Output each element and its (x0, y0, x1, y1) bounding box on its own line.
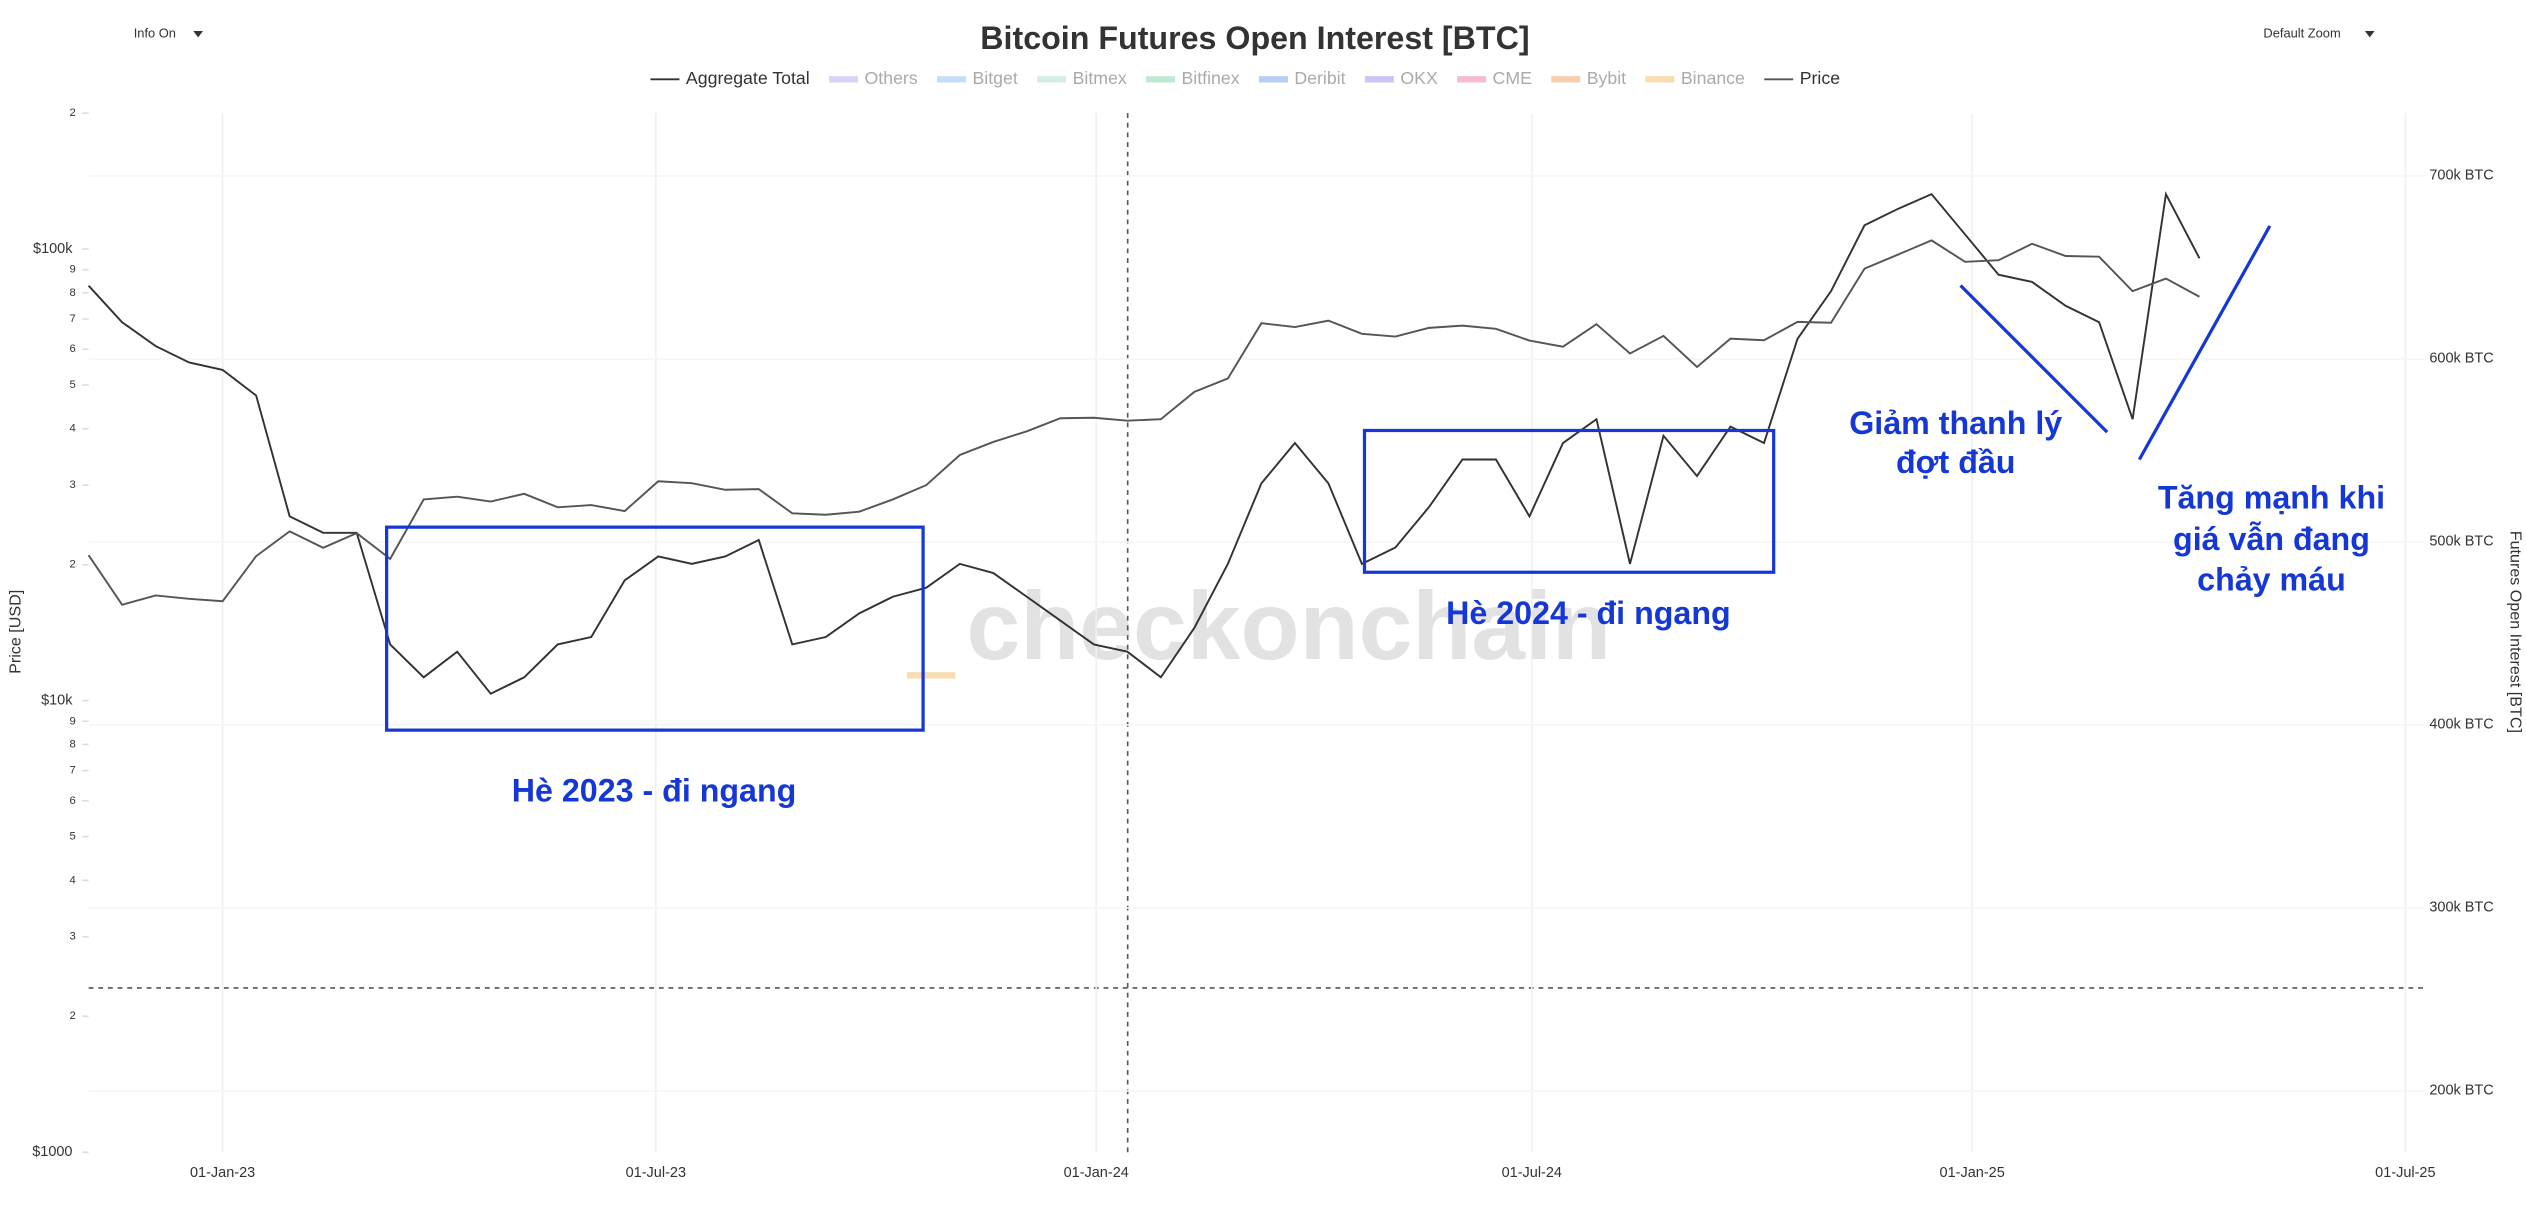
legend-label: Bitmex (1073, 68, 1127, 88)
legend-label: Bitfinex (1181, 68, 1239, 88)
annotation: Hè 2023 - đi ngang (512, 772, 797, 808)
y-tick-label: 5 (69, 831, 75, 843)
x-tick-label: 01-Jan-24 (1064, 1165, 1129, 1181)
y-tick-label: 4 (69, 423, 75, 435)
y-tick-label: 9 (69, 715, 75, 727)
y-tick-label: 2 (69, 107, 75, 119)
y2-tick-label: 400k BTC (2429, 717, 2493, 733)
annotation-shapes (385, 225, 2272, 732)
chart-title: Bitcoin Futures Open Interest [BTC] (980, 20, 1529, 56)
y-tick-label: 2 (69, 559, 75, 571)
annotation: chảy máu (2197, 561, 2346, 597)
dropdown-arrow[interactable] (2364, 30, 2375, 38)
watermark-dash (906, 672, 956, 679)
annotation-line (1959, 284, 2109, 434)
legend: Aggregate Total Others Bitget Bitmex Bitfine… (650, 68, 1840, 88)
x-tick-label: 01-Jan-25 (1940, 1165, 2005, 1181)
legend-label: Price (1800, 68, 1841, 88)
y-tick-label: 7 (69, 313, 75, 325)
annotation-box (1362, 428, 1776, 574)
legend-label: CME (1493, 68, 1533, 88)
y-tick-label: 3 (69, 479, 75, 491)
annotation-box (385, 525, 925, 732)
y2-axis-label: Futures Open Interest [BTC] (2506, 531, 2524, 733)
series-line (87, 191, 2201, 695)
annotation: Giảm thanh lý (1849, 405, 2062, 441)
y-tick-label: 6 (69, 343, 75, 355)
annotation: Tăng mạnh khi (2158, 479, 2385, 515)
annotation-line (2137, 225, 2272, 461)
y-tick-label: 7 (69, 765, 75, 777)
legend-label: Deribit (1294, 68, 1345, 88)
annotation: đợt đầu (1896, 444, 2016, 480)
legend-label: Binance (1681, 68, 1745, 88)
legend-label: Others (865, 68, 918, 88)
legend-label: OKX (1400, 68, 1438, 88)
watermark: checkonchain (967, 573, 1611, 680)
y-tick-label: $10k (41, 692, 73, 708)
y-tick-label: 4 (69, 874, 75, 886)
y2-tick-label: 700k BTC (2429, 168, 2493, 184)
y-tick-label: $1000 (32, 1144, 72, 1160)
plot-area (82, 112, 2425, 1154)
x-tick-label: 01-Jul-23 (626, 1165, 686, 1181)
annotation: giá vẫn đang (2173, 521, 2370, 557)
y-tick-label: $100k (33, 241, 73, 257)
zoom-select[interactable]: Default Zoom (2263, 26, 2340, 41)
y-tick-label: 5 (69, 379, 75, 391)
x-tick-label: 01-Jul-25 (2375, 1165, 2435, 1181)
y-tick-label: 9 (69, 264, 75, 276)
legend-label: Bitget (972, 68, 1017, 88)
y-tick-label: 6 (69, 795, 75, 807)
x-tick-label: 01-Jan-23 (190, 1165, 255, 1181)
y2-tick-label: 500k BTC (2429, 534, 2493, 550)
info-toggle[interactable]: Info On (134, 26, 176, 41)
y-axis-label: Price [USD] (6, 590, 24, 674)
dropdown-arrow[interactable] (193, 30, 203, 38)
y2-tick-label: 200k BTC (2429, 1083, 2493, 1099)
x-tick-label: 01-Jul-24 (1502, 1165, 1562, 1181)
annotation: Hè 2024 - đi ngang (1446, 595, 1731, 631)
y2-tick-label: 300k BTC (2429, 900, 2493, 916)
y-tick-label: 2 (69, 1010, 75, 1022)
y-tick-label: 3 (69, 931, 75, 943)
series-line (87, 239, 2200, 606)
legend-label: Aggregate Total (686, 68, 810, 88)
y-tick-label: 8 (69, 738, 75, 750)
y-tick-label: 8 (69, 287, 75, 299)
y2-tick-label: 600k BTC (2429, 351, 2493, 367)
legend-label: Bybit (1587, 68, 1626, 88)
